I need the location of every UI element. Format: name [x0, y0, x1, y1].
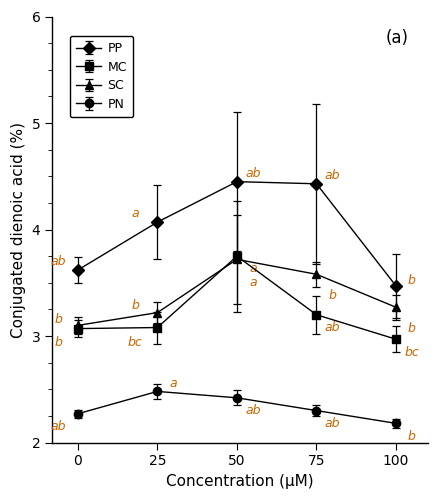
Legend: PP, MC, SC, PN: PP, MC, SC, PN [70, 36, 133, 117]
Text: ab: ab [324, 417, 339, 430]
Text: ab: ab [244, 404, 260, 417]
Text: b: b [407, 274, 415, 287]
Y-axis label: Conjugated dienoic acid (%): Conjugated dienoic acid (%) [11, 122, 26, 338]
Text: ab: ab [244, 166, 260, 179]
Text: bc: bc [127, 336, 142, 349]
X-axis label: Concentration (μM): Concentration (μM) [166, 474, 313, 489]
Text: a: a [131, 207, 138, 220]
Text: a: a [248, 276, 256, 289]
Text: b: b [55, 336, 63, 349]
Text: b: b [328, 289, 336, 302]
Text: (a): (a) [385, 30, 408, 48]
Text: b: b [131, 298, 139, 312]
Text: ab: ab [51, 255, 66, 268]
Text: ab: ab [324, 169, 339, 182]
Text: a: a [169, 378, 177, 390]
Text: ab: ab [51, 420, 66, 433]
Text: bc: bc [404, 346, 418, 358]
Text: ab: ab [324, 321, 339, 334]
Text: b: b [407, 322, 415, 335]
Text: b: b [55, 312, 63, 326]
Text: a: a [248, 262, 256, 276]
Text: b: b [407, 430, 415, 442]
